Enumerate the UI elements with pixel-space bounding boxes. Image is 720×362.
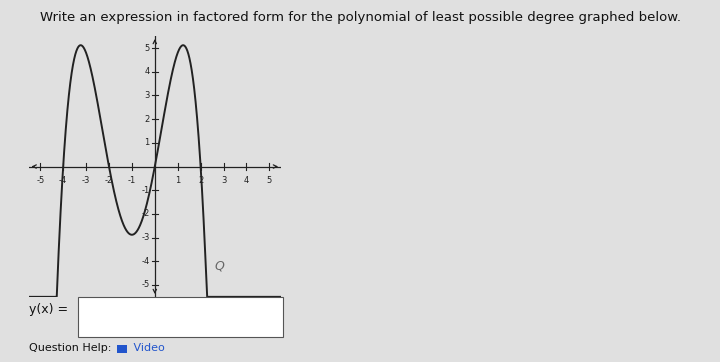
Text: 5: 5 xyxy=(266,176,272,185)
Text: 3: 3 xyxy=(145,91,150,100)
Text: 5: 5 xyxy=(145,43,150,52)
Text: Video: Video xyxy=(130,343,164,353)
Text: -2: -2 xyxy=(142,209,150,218)
Text: -2: -2 xyxy=(105,176,113,185)
Text: 4: 4 xyxy=(244,176,249,185)
Text: Q: Q xyxy=(214,260,224,273)
Text: Question Help:: Question Help: xyxy=(29,343,111,353)
Text: -3: -3 xyxy=(82,176,90,185)
Text: Write an expression in factored form for the polynomial of least possible degree: Write an expression in factored form for… xyxy=(40,11,680,24)
Text: -4: -4 xyxy=(59,176,67,185)
Text: -5: -5 xyxy=(36,176,45,185)
Text: 3: 3 xyxy=(221,176,226,185)
Text: 4: 4 xyxy=(145,67,150,76)
Text: 1: 1 xyxy=(145,138,150,147)
Text: -1: -1 xyxy=(142,186,150,195)
Text: 1: 1 xyxy=(175,176,180,185)
Text: 2: 2 xyxy=(198,176,203,185)
Text: -1: -1 xyxy=(127,176,136,185)
Text: y(x) =: y(x) = xyxy=(29,303,68,316)
Text: -4: -4 xyxy=(142,257,150,266)
Text: -3: -3 xyxy=(141,233,150,242)
Text: -5: -5 xyxy=(142,281,150,290)
Text: 2: 2 xyxy=(145,115,150,124)
